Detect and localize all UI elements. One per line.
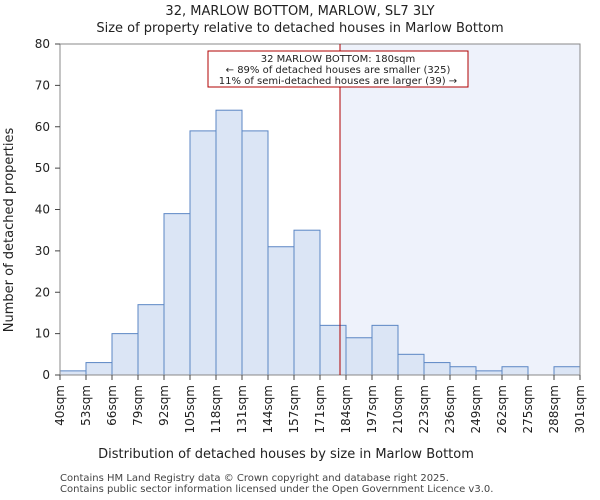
x-tick-label: 131sqm	[235, 385, 249, 433]
y-tick-label: 30	[35, 244, 50, 258]
bar	[371, 324, 399, 376]
y-tick-label: 0	[42, 368, 50, 382]
x-tick-label: 249sqm	[469, 385, 483, 433]
x-tick-label: 262sqm	[495, 385, 509, 433]
x-tick-label: 301sqm	[573, 385, 587, 433]
bar	[85, 362, 113, 376]
x-tick-label: 66sqm	[105, 385, 119, 426]
y-tick-label: 60	[35, 120, 50, 134]
x-tick-label: 144sqm	[261, 385, 275, 433]
histogram-chart: 0 10 20 30 40 50 60 70 80 40sqm 53sqm 66sqm 79sqm 92s…	[2, 37, 587, 462]
bar	[475, 370, 503, 376]
chart-subtitle: Size of property relative to detached ho…	[96, 21, 504, 36]
bar	[59, 370, 87, 376]
x-tick-label: 157sqm	[287, 385, 301, 433]
y-tick-label: 80	[35, 37, 50, 51]
y-axis-label: Number of detached properties	[2, 128, 17, 333]
bar	[241, 130, 269, 376]
x-tick-label: 197sqm	[365, 385, 379, 433]
x-axis-label: Distribution of detached houses by size …	[98, 447, 474, 462]
bar	[267, 246, 295, 376]
bar	[397, 353, 425, 376]
bar	[553, 366, 581, 376]
x-tick-label: 210sqm	[391, 385, 405, 433]
bar	[189, 130, 217, 376]
bar	[501, 366, 529, 376]
annotation-line-2: ← 89% of detached houses are smaller (32…	[226, 65, 451, 76]
x-tick-label: 118sqm	[209, 385, 223, 433]
x-tick-label: 92sqm	[157, 385, 171, 426]
y-tick-label: 20	[35, 285, 50, 299]
bar	[111, 333, 139, 376]
bar	[293, 229, 321, 376]
bar	[137, 304, 165, 376]
larger-region-shade	[340, 44, 580, 375]
annotation-line-3: 11% of semi-detached houses are larger (…	[219, 76, 457, 87]
x-tick-label: 275sqm	[521, 385, 535, 433]
y-tick-label: 70	[35, 78, 50, 92]
x-tick-label: 105sqm	[183, 385, 197, 433]
chart-title: 32, MARLOW BOTTOM, MARLOW, SL7 3LY	[165, 4, 435, 19]
bar	[345, 337, 373, 376]
footer-copyright: Contains HM Land Registry data © Crown c…	[60, 473, 449, 484]
annotation-box	[207, 50, 469, 88]
y-tick-label: 40	[35, 203, 50, 217]
x-tick-label: 40sqm	[53, 385, 67, 426]
x-tick-label: 184sqm	[339, 385, 353, 433]
x-tick-label: 79sqm	[131, 385, 145, 426]
bar	[423, 362, 451, 376]
x-tick-label: 53sqm	[79, 385, 93, 426]
x-tick-label: 236sqm	[443, 385, 457, 433]
y-tick-label: 10	[35, 327, 50, 341]
bar	[319, 324, 347, 376]
y-tick-label: 50	[35, 161, 50, 175]
bar	[215, 109, 243, 376]
annotation-line-1: 32 MARLOW BOTTOM: 180sqm	[261, 54, 416, 65]
x-tick-label: 288sqm	[547, 385, 561, 433]
footer-licence: Contains public sector information licen…	[60, 484, 494, 495]
x-tick-label: 223sqm	[417, 385, 431, 433]
x-tick-label: 171sqm	[313, 385, 327, 433]
bar	[449, 366, 477, 376]
bar	[163, 213, 191, 376]
